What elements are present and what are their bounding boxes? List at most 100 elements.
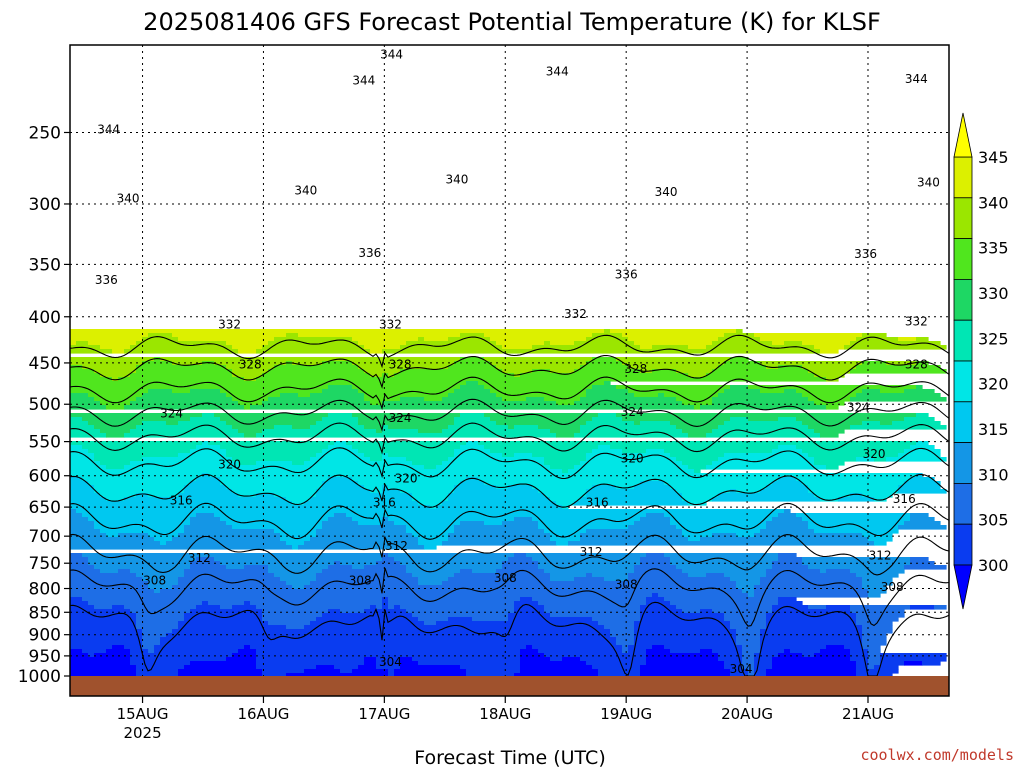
field-cell bbox=[280, 577, 317, 582]
field-cell bbox=[640, 557, 671, 562]
field-cell bbox=[862, 625, 893, 630]
field-cell bbox=[82, 477, 197, 482]
field-cell bbox=[550, 341, 575, 346]
field-cell bbox=[262, 617, 317, 622]
colorbar-box bbox=[953, 401, 973, 443]
field-cell bbox=[508, 425, 515, 430]
field-cell bbox=[352, 445, 461, 450]
field-cell bbox=[664, 449, 773, 454]
field-cell bbox=[748, 593, 755, 598]
field-cell bbox=[874, 665, 899, 670]
field-cell bbox=[70, 621, 137, 626]
field-cell bbox=[448, 617, 473, 622]
credit-link[interactable]: coolwx.com/models bbox=[860, 746, 1014, 764]
field-cell bbox=[316, 617, 419, 622]
field-cell bbox=[388, 485, 455, 490]
field-cell bbox=[802, 557, 911, 562]
field-cell bbox=[202, 441, 209, 446]
field-cell bbox=[520, 649, 539, 654]
field-cell bbox=[814, 345, 845, 350]
colorbar-label: 345 bbox=[978, 148, 1009, 167]
field-cell bbox=[616, 385, 731, 390]
field-cell bbox=[280, 537, 311, 542]
field-cell bbox=[592, 417, 623, 422]
y-tick-label: 750 bbox=[29, 554, 61, 574]
field-cell bbox=[634, 569, 683, 574]
field-cell bbox=[706, 433, 821, 438]
field-cell bbox=[208, 601, 245, 606]
field-cell bbox=[460, 333, 485, 338]
field-cell bbox=[544, 569, 635, 574]
field-cell bbox=[460, 521, 485, 526]
field-cell bbox=[382, 457, 407, 462]
field-cell bbox=[736, 641, 761, 646]
field-cell bbox=[856, 617, 899, 622]
field-cell bbox=[322, 613, 413, 618]
field-cell bbox=[730, 673, 749, 678]
field-cell bbox=[790, 649, 821, 654]
field-cell bbox=[286, 541, 305, 546]
field-cell bbox=[70, 501, 293, 506]
x-tick-label: 15AUG bbox=[117, 705, 169, 723]
field-cell bbox=[124, 433, 245, 438]
field-cell bbox=[148, 389, 173, 394]
field-cell bbox=[616, 413, 917, 418]
field-cell bbox=[520, 669, 599, 674]
field-cell bbox=[496, 421, 587, 426]
field-cell bbox=[232, 373, 263, 378]
x-tick-label: 17AUG bbox=[358, 705, 410, 723]
field-cell bbox=[502, 565, 539, 570]
field-cell bbox=[574, 465, 689, 470]
field-cell bbox=[406, 525, 455, 530]
contour-line-316 bbox=[69, 502, 950, 540]
field-cell bbox=[862, 637, 887, 642]
field-cell bbox=[802, 341, 851, 346]
field-cell bbox=[220, 481, 323, 486]
colorbar-box bbox=[953, 482, 973, 525]
field-cell bbox=[136, 669, 179, 674]
field-cell bbox=[424, 465, 437, 470]
field-cell bbox=[598, 445, 611, 450]
field-cell bbox=[382, 601, 389, 606]
field-cell bbox=[178, 421, 227, 426]
field-cell bbox=[88, 517, 191, 522]
field-cell bbox=[70, 525, 95, 530]
field-cell bbox=[304, 669, 341, 674]
field-cell bbox=[880, 657, 947, 662]
field-cell bbox=[70, 661, 131, 666]
field-cell bbox=[646, 553, 665, 558]
field-cell bbox=[532, 345, 641, 350]
field-cell bbox=[400, 665, 461, 670]
field-cell bbox=[802, 481, 905, 486]
field-cell bbox=[754, 673, 767, 678]
field-cell bbox=[646, 657, 719, 662]
field-cell bbox=[364, 453, 383, 458]
field-cell bbox=[760, 389, 785, 394]
field-cell bbox=[628, 573, 689, 578]
field-cell bbox=[112, 605, 125, 610]
field-cell bbox=[358, 365, 449, 370]
field-cell bbox=[352, 565, 365, 570]
field-cell bbox=[808, 453, 899, 458]
field-cell bbox=[262, 345, 365, 350]
contour-label: 308 bbox=[615, 578, 638, 592]
field-cell bbox=[310, 537, 419, 542]
field-cell bbox=[616, 641, 635, 646]
field-cell bbox=[904, 481, 941, 486]
field-cell bbox=[778, 601, 803, 606]
field-cell bbox=[166, 421, 179, 426]
field-cell bbox=[616, 485, 635, 490]
field-cell bbox=[190, 481, 221, 486]
field-cell bbox=[820, 649, 851, 654]
field-cell bbox=[730, 357, 749, 362]
field-cell bbox=[184, 665, 257, 670]
field-cell bbox=[148, 533, 179, 538]
field-cell bbox=[910, 445, 935, 450]
field-cell bbox=[322, 389, 359, 394]
field-cell bbox=[466, 477, 479, 482]
field-cell bbox=[754, 533, 863, 538]
field-cell bbox=[778, 597, 797, 602]
field-cell bbox=[148, 585, 173, 590]
field-cell bbox=[268, 341, 359, 346]
field-cell bbox=[412, 497, 449, 502]
